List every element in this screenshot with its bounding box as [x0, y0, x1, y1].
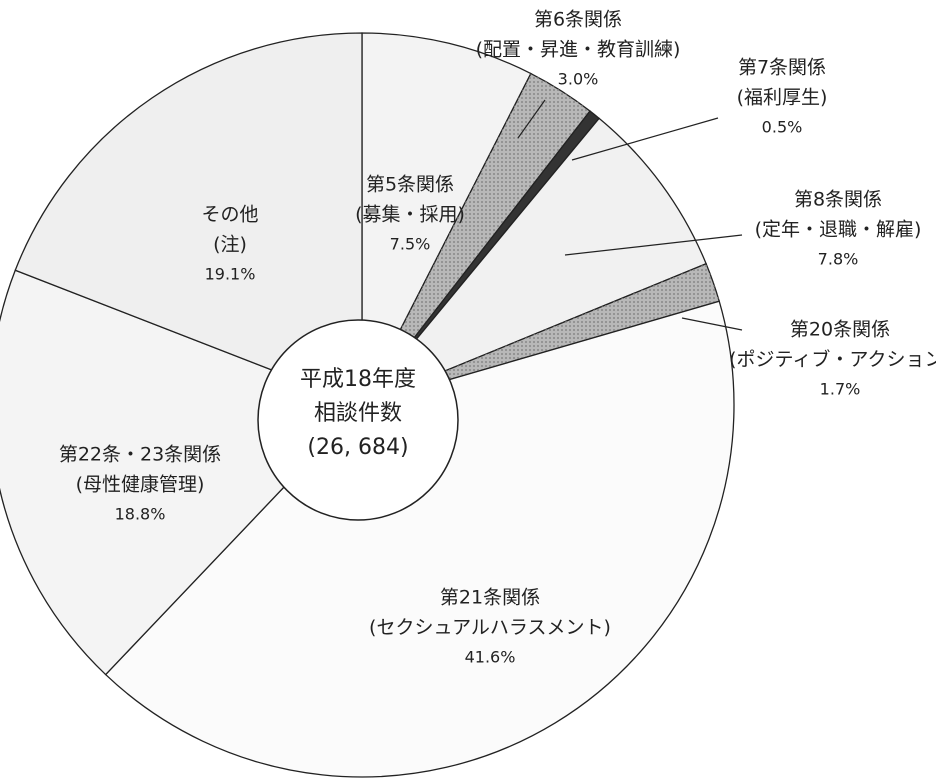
leader-line	[681, 317, 743, 331]
value-label: 7.5%	[390, 235, 431, 254]
value-label: 18.8%	[115, 505, 166, 524]
value-label: 1.7%	[820, 380, 861, 399]
category-label: その他	[201, 204, 258, 226]
category-note: (セクシュアルハラスメント)	[369, 617, 611, 639]
category-label: 第21条関係	[440, 587, 540, 609]
labels: 第5条関係 (募集・採用) 7.5% 第6条関係 (配置・昇進・教育訓練) 3.0% 第7条…	[59, 9, 936, 667]
center-label: 相談件数	[314, 401, 402, 426]
value-label: 19.1%	[205, 265, 256, 284]
category-label: 第22条・23条関係	[59, 444, 221, 466]
slice	[14, 32, 363, 406]
value-label: 0.5%	[762, 118, 803, 137]
category-label: 第5条関係	[366, 174, 454, 196]
category-note: (配置・昇進・教育訓練)	[476, 39, 681, 61]
category-label: 第6条関係	[534, 9, 622, 31]
leader-line	[564, 234, 743, 256]
leader-line	[517, 99, 546, 139]
category-note: (募集・採用)	[355, 204, 465, 226]
center-hole	[257, 319, 459, 521]
leader-lines	[517, 99, 743, 331]
category-label: 第8条関係	[794, 189, 882, 211]
category-note: (定年・退職・解雇)	[755, 219, 922, 241]
center-label: 平成18年度	[300, 367, 416, 392]
leader-line	[571, 117, 719, 161]
category-note: (福利厚生)	[737, 87, 828, 109]
value-label: 3.0%	[558, 70, 599, 89]
category-note: (母性健康管理)	[76, 474, 205, 496]
category-note: (注)	[213, 234, 247, 256]
category-label: 第7条関係	[738, 57, 826, 79]
value-label: 7.8%	[818, 250, 859, 269]
category-note: (ポジティブ・アクション)	[729, 348, 936, 371]
slice	[104, 300, 735, 778]
value-label: 41.6%	[465, 648, 516, 667]
center-label: (26, 684)	[307, 435, 408, 460]
category-label: 第20条関係	[790, 319, 890, 341]
